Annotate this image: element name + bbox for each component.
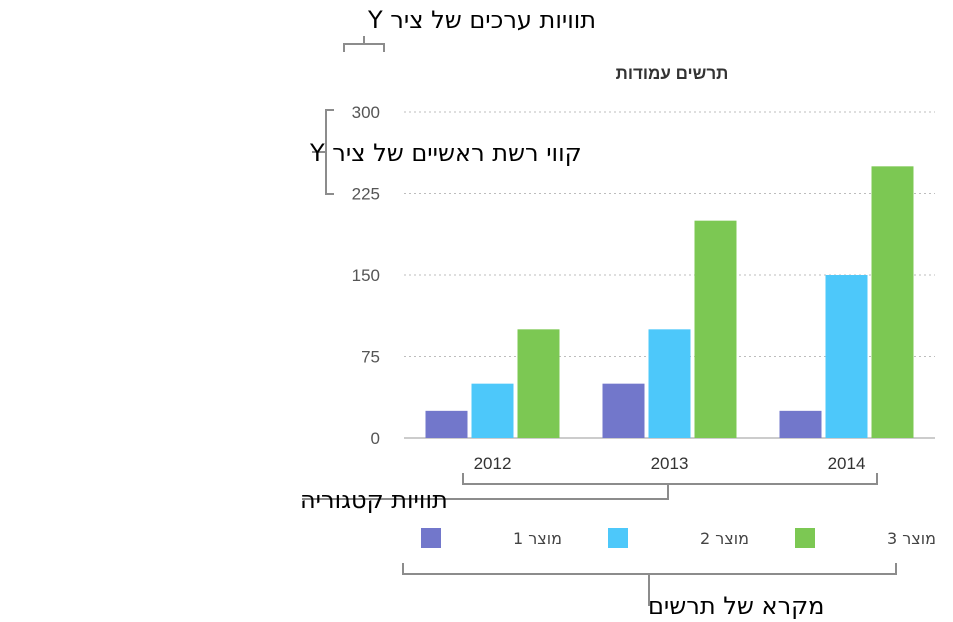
legend-label: מוצר 2 — [700, 529, 749, 548]
bar-series-1-2012 — [425, 410, 468, 438]
bar-series-3-2013 — [694, 220, 737, 438]
category-label: 2013 — [651, 454, 689, 473]
y-tick-label: 150 — [352, 266, 380, 285]
bar-series-2-2013 — [648, 329, 691, 438]
bar-series-1-2014 — [779, 410, 822, 438]
category-labels-callout: תוויות קטגוריה — [300, 486, 448, 514]
category-label: 2014 — [828, 454, 866, 473]
chart-legend-callout: מקרא של תרשים — [648, 592, 824, 620]
category-label: 2012 — [474, 454, 512, 473]
legend-swatch — [421, 528, 441, 548]
y-tick-label: 0 — [371, 429, 380, 448]
legend-swatch — [795, 528, 815, 548]
y-value-labels-callout: תוויות ערכים של ציר Y — [367, 6, 596, 34]
legend-label: מוצר 3 — [887, 529, 936, 548]
y-value-labels-bracket — [343, 36, 385, 52]
bar-series-3-2014 — [871, 166, 914, 439]
legend-swatch — [608, 528, 628, 548]
y-gridlines-bracket — [312, 109, 334, 195]
chart-title: תרשים עמודות — [616, 64, 729, 83]
y-tick-label: 300 — [352, 103, 380, 122]
bar-series-2-2012 — [471, 383, 514, 438]
y-gridlines-callout: קווי רשת ראשיים של ציר Y — [309, 139, 582, 167]
bar-series-3-2012 — [517, 329, 560, 438]
bar-series-2-2014 — [825, 275, 868, 438]
bar-series-1-2013 — [602, 383, 645, 438]
y-tick-label: 75 — [361, 348, 380, 367]
y-tick-label: 225 — [352, 185, 380, 204]
category-labels-bracket — [302, 473, 878, 500]
legend-label: מוצר 1 — [513, 529, 562, 548]
legend-bracket — [402, 563, 897, 606]
